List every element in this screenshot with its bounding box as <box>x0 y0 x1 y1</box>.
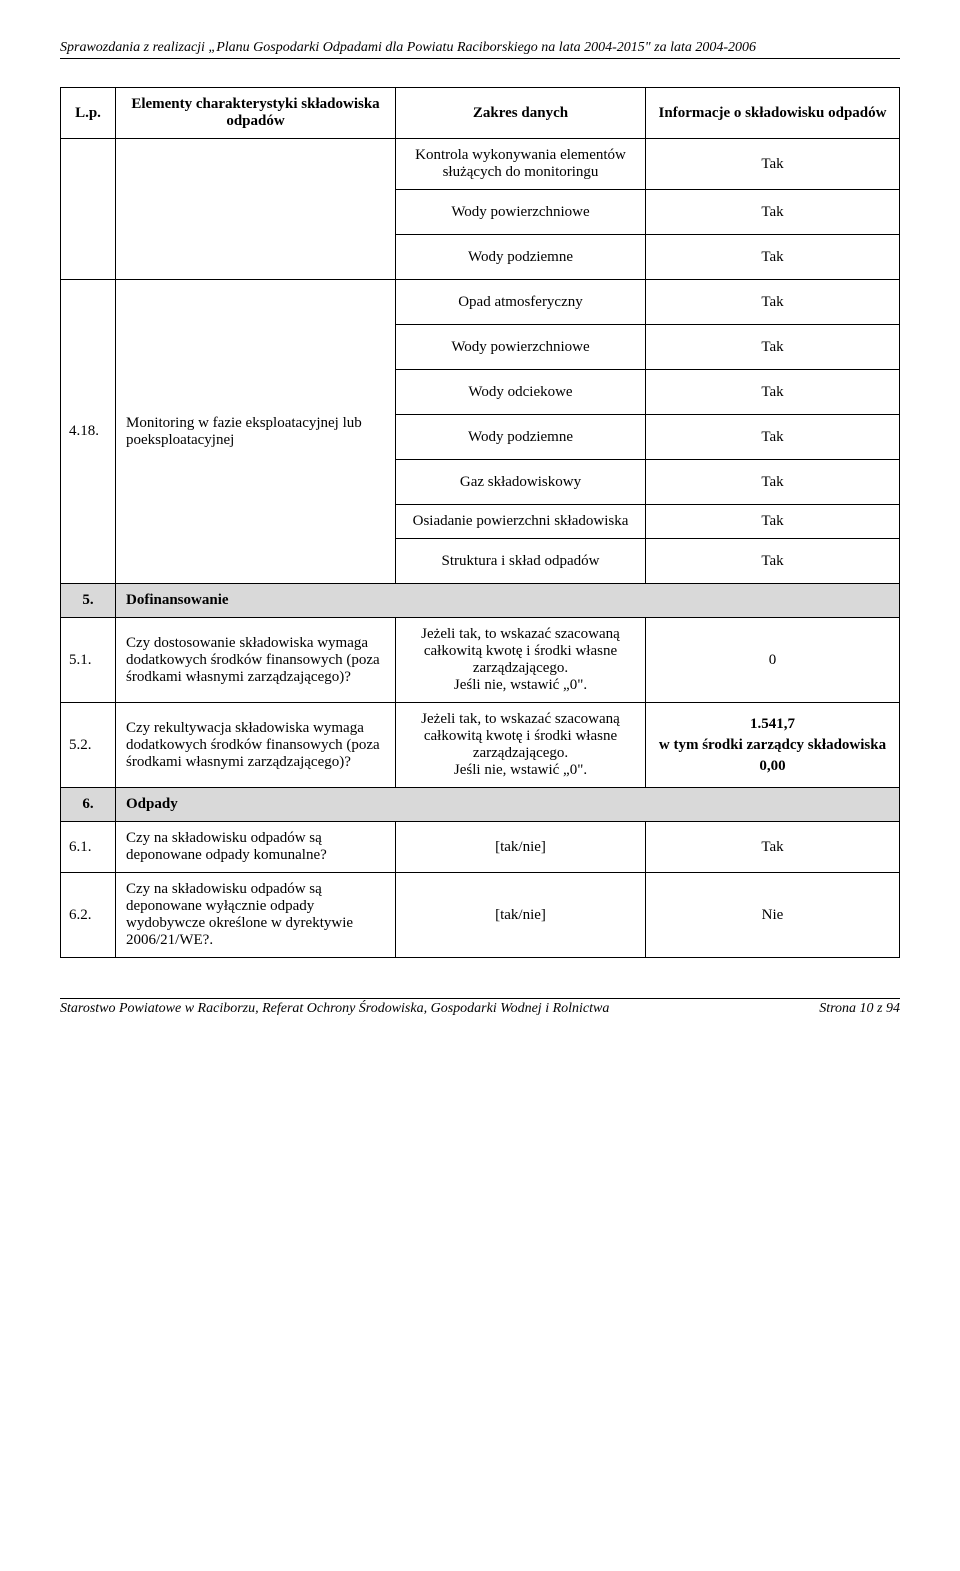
cell-zakres: Wody odciekowe <box>396 370 646 415</box>
section-row-6: 6. Odpady <box>61 788 900 822</box>
cell-elem-62: Czy na składowisku odpadów są deponowane… <box>116 873 396 958</box>
cell-zakres: Osiadanie powierzchni składowiska <box>396 505 646 539</box>
page-footer: Starostwo Powiatowe w Raciborzu, Referat… <box>60 998 900 1017</box>
table-row-52: 5.2. Czy rekultywacja składowiska wymaga… <box>61 703 900 788</box>
cell-zakres: Kontrola wykonywania elementów służących… <box>396 139 646 190</box>
info-52-l1: 1.541,7 <box>656 716 889 733</box>
cell-info: Tak <box>646 415 900 460</box>
cell-lp-empty <box>61 139 116 280</box>
cell-zakres: Gaz składowiskowy <box>396 460 646 505</box>
th-info: Informacje o składowisku odpadów <box>646 88 900 139</box>
table-row-62: 6.2. Czy na składowisku odpadów są depon… <box>61 873 900 958</box>
cell-info: Tak <box>646 505 900 539</box>
table-row: Kontrola wykonywania elementów służących… <box>61 139 900 190</box>
cell-zakres-62: [tak/nie] <box>396 873 646 958</box>
th-elem: Elementy charakterystyki składowiska odp… <box>116 88 396 139</box>
sec6-label: Odpady <box>116 788 900 822</box>
cell-info-52: 1.541,7 w tym środki zarządcy składowisk… <box>646 703 900 788</box>
th-lp: L.p. <box>61 88 116 139</box>
section-row-5: 5. Dofinansowanie <box>61 584 900 618</box>
cell-info: Tak <box>646 139 900 190</box>
footer-left: Starostwo Powiatowe w Raciborzu, Referat… <box>60 1001 609 1017</box>
cell-elem-51: Czy dostosowanie składowiska wymaga doda… <box>116 618 396 703</box>
cell-info: Tak <box>646 190 900 235</box>
cell-info: Tak <box>646 280 900 325</box>
footer-right: Strona 10 z 94 <box>819 1001 900 1017</box>
cell-info-61: Tak <box>646 822 900 873</box>
cell-lp-52: 5.2. <box>61 703 116 788</box>
cell-zakres-61: [tak/nie] <box>396 822 646 873</box>
page-header: Sprawozdania z realizacji „Planu Gospoda… <box>60 40 900 59</box>
cell-info-62: Nie <box>646 873 900 958</box>
table-row: 4.18. Monitoring w fazie eksploatacyjnej… <box>61 280 900 325</box>
table-header-row: L.p. Elementy charakterystyki składowisk… <box>61 88 900 139</box>
cell-elem-61: Czy na składowisku odpadów są deponowane… <box>116 822 396 873</box>
cell-info: Tak <box>646 370 900 415</box>
cell-info: Tak <box>646 539 900 584</box>
cell-zakres: Wody powierzchniowe <box>396 190 646 235</box>
info-52-l2: w tym środki zarządcy składowiska <box>656 737 889 754</box>
cell-elem-empty <box>116 139 396 280</box>
cell-zakres: Struktura i skład odpadów <box>396 539 646 584</box>
cell-info: Tak <box>646 325 900 370</box>
sec5-lp: 5. <box>61 584 116 618</box>
table-row-61: 6.1. Czy na składowisku odpadów są depon… <box>61 822 900 873</box>
table-row-51: 5.1. Czy dostosowanie składowiska wymaga… <box>61 618 900 703</box>
sec5-label: Dofinansowanie <box>116 584 900 618</box>
cell-info-51: 0 <box>646 618 900 703</box>
sec6-lp: 6. <box>61 788 116 822</box>
cell-zakres: Wody podziemne <box>396 235 646 280</box>
cell-zakres: Wody podziemne <box>396 415 646 460</box>
cell-elem-418: Monitoring w fazie eksploatacyjnej lub p… <box>116 280 396 584</box>
cell-zakres: Opad atmosferyczny <box>396 280 646 325</box>
cell-lp-62: 6.2. <box>61 873 116 958</box>
cell-elem-52: Czy rekultywacja składowiska wymaga doda… <box>116 703 396 788</box>
cell-zakres-52: Jeżeli tak, to wskazać szacowaną całkowi… <box>396 703 646 788</box>
cell-lp-418: 4.18. <box>61 280 116 584</box>
cell-zakres: Wody powierzchniowe <box>396 325 646 370</box>
main-table: L.p. Elementy charakterystyki składowisk… <box>60 87 900 958</box>
cell-zakres-51: Jeżeli tak, to wskazać szacowaną całkowi… <box>396 618 646 703</box>
cell-lp-51: 5.1. <box>61 618 116 703</box>
info-52-l3: 0,00 <box>656 758 889 775</box>
th-zakres: Zakres danych <box>396 88 646 139</box>
cell-info: Tak <box>646 235 900 280</box>
cell-info: Tak <box>646 460 900 505</box>
cell-lp-61: 6.1. <box>61 822 116 873</box>
